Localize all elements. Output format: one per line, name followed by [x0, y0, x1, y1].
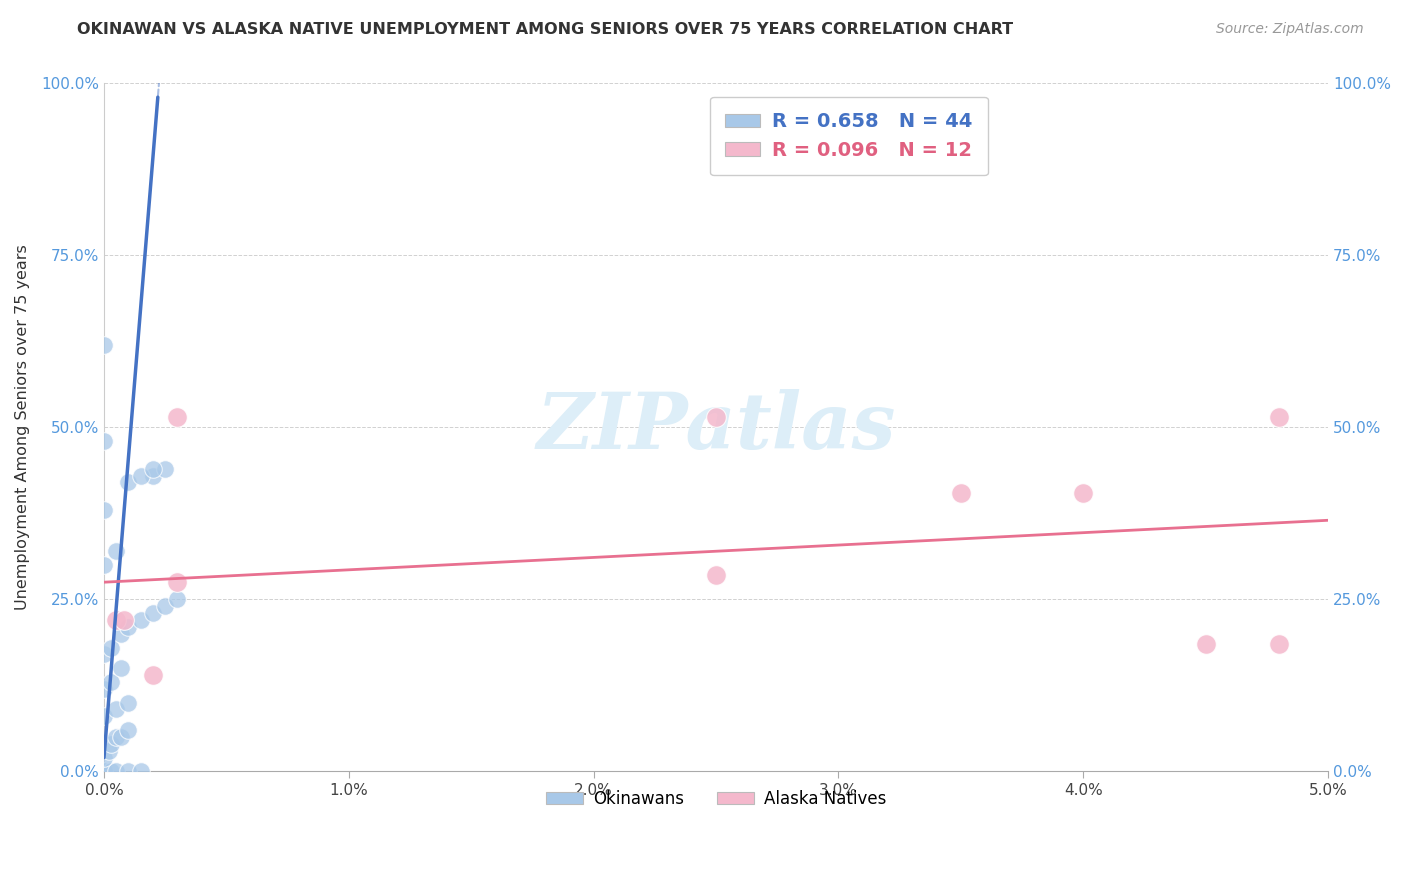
Point [112, 613, 135, 627]
Point [110, 661, 132, 675]
Point [93, 764, 115, 779]
Point [93, 764, 115, 779]
Point [949, 485, 972, 500]
Point [93, 764, 115, 779]
Point [1268, 410, 1291, 425]
Point [166, 592, 188, 607]
Point [105, 730, 128, 744]
Point [142, 606, 165, 620]
Point [117, 620, 139, 634]
Point [1195, 637, 1218, 651]
Point [100, 764, 122, 779]
Text: OKINAWAN VS ALASKA NATIVE UNEMPLOYMENT AMONG SENIORS OVER 75 YEARS CORRELATION C: OKINAWAN VS ALASKA NATIVE UNEMPLOYMENT A… [77, 22, 1014, 37]
Point [93, 709, 115, 723]
Point [93, 764, 115, 779]
Point [153, 599, 176, 614]
Point [93, 764, 115, 779]
Point [93, 764, 115, 779]
Point [100, 675, 122, 690]
Point [110, 627, 132, 641]
Point [105, 702, 128, 716]
Point [93, 648, 115, 662]
Legend: Okinawans, Alaska Natives: Okinawans, Alaska Natives [540, 783, 893, 814]
Point [93, 338, 115, 352]
Point [153, 461, 176, 475]
Point [105, 613, 128, 627]
Point [1071, 485, 1094, 500]
Point [142, 461, 165, 475]
Point [142, 468, 165, 483]
Point [166, 575, 188, 590]
Point [105, 764, 128, 779]
Point [166, 410, 188, 425]
Point [100, 737, 122, 751]
Point [93, 434, 115, 449]
Point [117, 475, 139, 490]
Point [93, 558, 115, 572]
Text: Source: ZipAtlas.com: Source: ZipAtlas.com [1216, 22, 1364, 37]
Point [110, 730, 132, 744]
Point [93, 681, 115, 696]
Point [142, 668, 165, 682]
Point [93, 764, 115, 779]
Point [129, 468, 152, 483]
Point [117, 723, 139, 738]
Point [105, 544, 128, 558]
Point [129, 613, 152, 627]
Point [129, 764, 152, 779]
Point [704, 568, 727, 582]
Point [93, 764, 115, 779]
Point [704, 410, 727, 425]
Text: ZIPatlas: ZIPatlas [536, 389, 896, 466]
Y-axis label: Unemployment Among Seniors over 75 years: Unemployment Among Seniors over 75 years [15, 244, 30, 610]
Point [100, 640, 122, 655]
Point [117, 696, 139, 710]
Point [93, 764, 115, 779]
Point [117, 764, 139, 779]
Point [1268, 637, 1291, 651]
Point [93, 503, 115, 517]
Point [93, 764, 115, 779]
Point [93, 750, 115, 764]
Point [97, 744, 120, 758]
